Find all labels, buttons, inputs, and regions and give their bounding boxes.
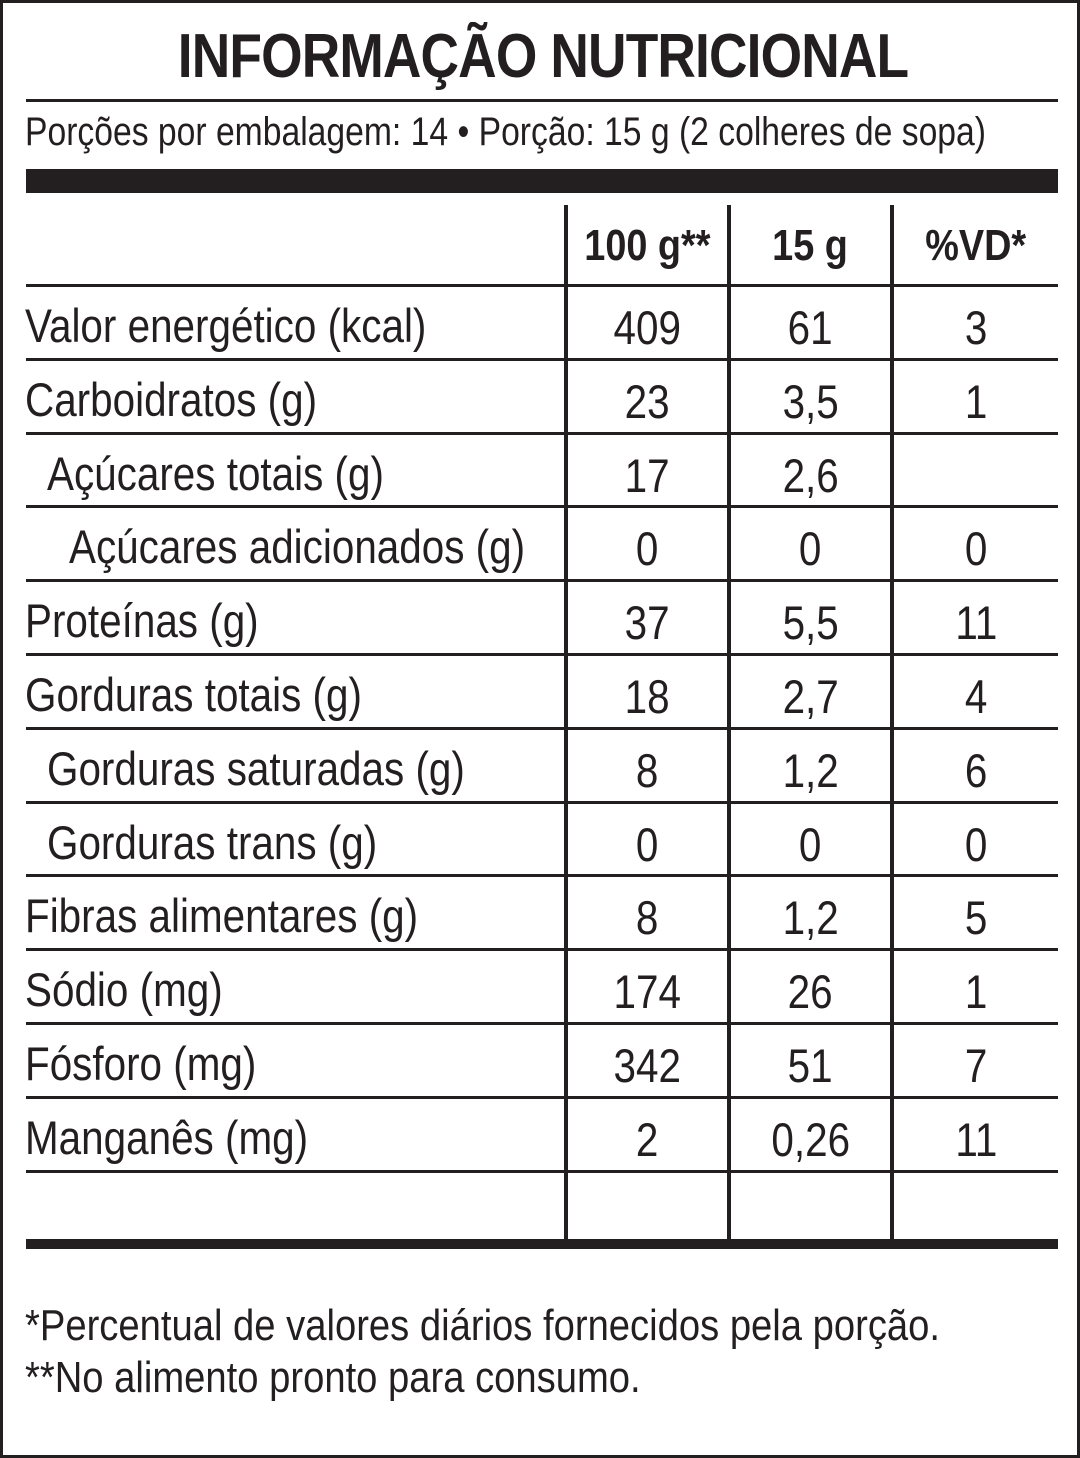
value-portion: 1,2 (782, 891, 839, 944)
value-daily: 1 (964, 375, 988, 428)
value-100g: 2 (636, 1113, 659, 1166)
row-divider (26, 653, 1058, 656)
value-daily: 4 (964, 670, 988, 723)
value-100g: 342 (613, 1039, 682, 1092)
value-100g: 0 (636, 522, 659, 575)
footnote-ready-to-eat: **No alimento pronto para consumo. (25, 1353, 641, 1402)
value-100g: 17 (625, 449, 670, 502)
nutrient-row: Fósforo (mg) 342 51 7 (3, 1029, 1080, 1099)
row-divider (26, 874, 1058, 877)
nutrient-name: Manganês (mg) (25, 1111, 309, 1164)
value-daily: 5 (964, 891, 988, 944)
nutrient-name: Gorduras trans (g) (47, 816, 378, 869)
nutrient-row: Carboidratos (g) 23 3,5 1 (3, 365, 1080, 435)
nutrient-row: Gorduras saturadas (g) 8 1,2 6 (3, 734, 1080, 804)
nutrient-row: Fibras alimentares (g) 8 1,2 5 (3, 881, 1080, 951)
nutrient-row: Açúcares totais (g) 17 2,6 (3, 439, 1080, 509)
value-portion: 2,7 (782, 670, 839, 723)
value-portion: 3,5 (782, 375, 839, 428)
nutrient-row: Sódio (mg) 174 26 1 (3, 955, 1080, 1025)
value-daily: 11 (955, 596, 997, 649)
row-divider (26, 579, 1058, 582)
title-divider (26, 99, 1058, 102)
footnote-daily-value: *Percentual de valores diários fornecido… (25, 1301, 941, 1350)
row-divider (26, 948, 1058, 951)
value-portion: 2,6 (782, 449, 839, 502)
nutrient-row: Gorduras totais (g) 18 2,7 4 (3, 660, 1080, 730)
nutrient-name: Valor energético (kcal) (25, 299, 427, 352)
value-100g: 409 (613, 301, 682, 354)
nutrient-name: Fibras alimentares (g) (25, 889, 419, 942)
value-daily: 11 (955, 1113, 997, 1166)
value-100g: 0 (636, 818, 659, 871)
value-100g: 23 (625, 375, 670, 428)
value-portion: 5,5 (782, 596, 839, 649)
row-divider (26, 1022, 1058, 1025)
row-divider (26, 284, 1058, 287)
row-divider (26, 432, 1058, 435)
nutrient-row: Proteínas (g) 37 5,5 11 (3, 586, 1080, 656)
column-header-portion: 15 g (772, 221, 849, 270)
value-daily: 1 (964, 965, 988, 1018)
value-100g: 37 (625, 596, 670, 649)
value-daily: 3 (964, 301, 988, 354)
row-divider (26, 801, 1058, 804)
nutrient-name: Gorduras totais (g) (25, 668, 362, 721)
value-100g: 8 (636, 891, 659, 944)
row-divider (26, 505, 1058, 508)
value-portion: 61 (788, 301, 833, 354)
value-portion: 26 (788, 965, 833, 1018)
column-header-daily-value: %VD* (925, 221, 1027, 270)
nutrient-name: Gorduras saturadas (g) (47, 742, 465, 795)
row-divider (26, 1170, 1058, 1173)
column-header-100g: 100 g** (584, 221, 711, 270)
nutrient-name: Sódio (mg) (25, 963, 223, 1016)
header-thick-divider (26, 169, 1058, 193)
value-daily: 6 (964, 744, 988, 797)
nutrient-name: Açúcares adicionados (g) (69, 520, 526, 573)
value-portion: 51 (788, 1039, 833, 1092)
value-100g: 174 (613, 965, 682, 1018)
nutrient-row: Valor energético (kcal) 409 61 3 (3, 291, 1080, 361)
value-portion: 0,26 (771, 1113, 850, 1166)
nutrient-name: Açúcares totais (g) (47, 447, 384, 500)
servings-info: Porções por embalagem: 14 • Porção: 15 g… (25, 110, 986, 154)
value-daily (894, 441, 1058, 511)
table-bottom-divider (26, 1239, 1058, 1249)
value-portion: 1,2 (782, 744, 839, 797)
value-portion: 0 (799, 818, 822, 871)
nutrient-name: Proteínas (g) (25, 594, 259, 647)
nutrient-name: Fósforo (mg) (25, 1037, 257, 1090)
column-divider-3 (890, 205, 894, 1241)
value-100g: 8 (636, 744, 659, 797)
nutrient-row: Açúcares adicionados (g) 0 0 0 (3, 512, 1080, 582)
label-title: INFORMAÇÃO NUTRICIONAL (177, 22, 909, 91)
column-divider-1 (564, 205, 568, 1241)
value-100g: 18 (625, 670, 670, 723)
nutrient-row: Gorduras trans (g) 0 0 0 (3, 808, 1080, 878)
nutrient-row: Manganês (mg) 2 0,26 11 (3, 1103, 1080, 1173)
value-portion: 0 (799, 522, 822, 575)
value-daily: 0 (964, 818, 988, 871)
row-divider (26, 727, 1058, 730)
value-daily: 0 (964, 522, 988, 575)
row-divider (26, 1096, 1058, 1099)
row-divider (26, 358, 1058, 361)
value-daily: 7 (964, 1039, 988, 1092)
nutrient-name: Carboidratos (g) (25, 373, 318, 426)
column-divider-2 (727, 205, 731, 1241)
